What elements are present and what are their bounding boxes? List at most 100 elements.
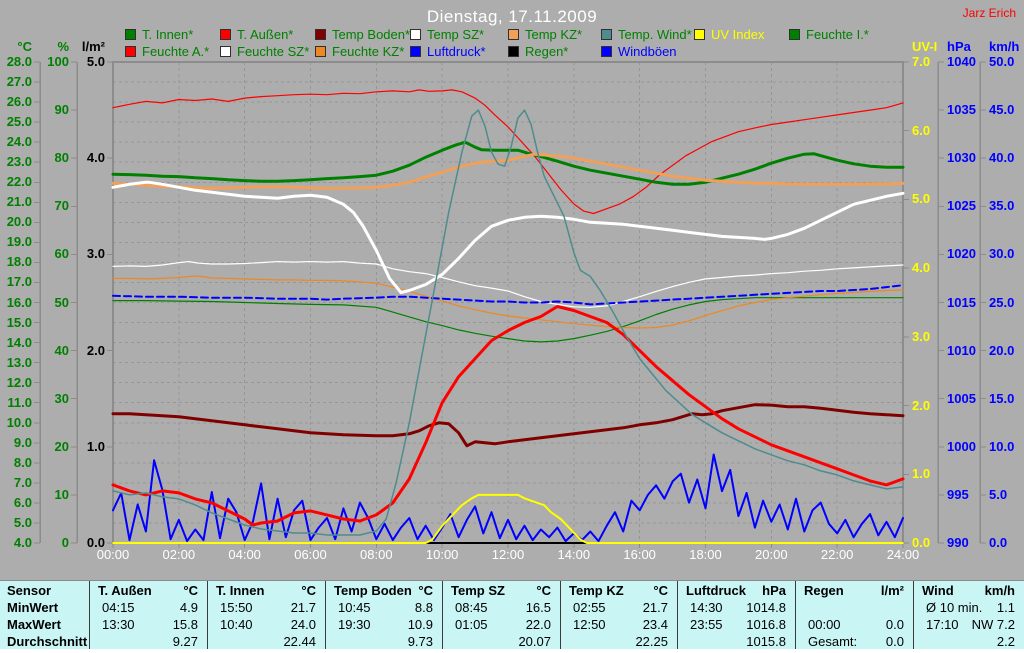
table-header-row: Temp SZ °C <box>443 582 560 599</box>
x-axis-label: 16:00 <box>623 547 656 562</box>
axis-tick-label: 1.0 <box>86 438 105 454</box>
table-cell-value: 15.8 <box>172 617 198 632</box>
stats-table: Sensor MinWert MaxWert Durchschnitt T. Außen… <box>0 580 1024 649</box>
axis-tick-label: 24.0 <box>6 134 32 150</box>
legend-color-swatch <box>601 46 612 57</box>
table-column: T. Außen °C 04:15 4.9 13:30 15.8 9.27 <box>89 581 207 649</box>
table-row: 1015.8 <box>678 633 795 650</box>
series-temp-boden <box>111 403 905 448</box>
axis-tick-label: 17.0 <box>6 274 32 290</box>
table-cell-time: 14:30 <box>690 600 723 615</box>
axis-tick-label: 0.0 <box>989 535 1008 550</box>
table-row: 22.44 <box>208 633 325 650</box>
table-row-label: MaxWert <box>7 617 61 632</box>
table-row: 9.27 <box>90 633 207 650</box>
axis-tick-label: 10.0 <box>989 438 1015 454</box>
legend-item-feuchte-kz[interactable]: Feuchte KZ* <box>315 44 404 59</box>
table-column: Sensor MinWert MaxWert Durchschnitt <box>0 581 89 649</box>
x-axis-label: 08:00 <box>360 547 393 562</box>
table-row-label: MinWert <box>7 600 59 615</box>
table-row: 22.25 <box>561 633 677 650</box>
table-cell-time: 17:10 <box>926 617 959 632</box>
axis-tick-label: 1010 <box>947 342 976 358</box>
axis-tick-label: 4.0 <box>13 535 32 550</box>
table-header-name: Temp SZ <box>451 583 505 598</box>
legend-label: Temp KZ* <box>525 27 583 42</box>
table-cell-time: Gesamt: <box>808 634 858 649</box>
legend-color-swatch <box>125 29 136 40</box>
axis-tick-label: 50.0 <box>989 54 1015 69</box>
table-header-row: T. Innen °C <box>208 582 325 599</box>
legend-color-swatch <box>508 46 519 57</box>
table-header-row: Regen l/m² <box>796 582 913 599</box>
axis-tick-label: 1005 <box>947 390 976 406</box>
table-cell-time: Ø 10 min. <box>926 600 983 615</box>
axis-tick-label: 26.0 <box>6 94 32 110</box>
legend-item-regen[interactable]: Regen* <box>508 44 568 59</box>
legend-item-temp-boden[interactable]: Temp Boden* <box>315 27 410 42</box>
legend-item-t-innen[interactable]: T. Innen* <box>125 27 193 42</box>
table-row: 19:30 10.9 <box>326 616 442 633</box>
table-cell-value: 1015.8 <box>746 634 786 649</box>
axis-tick-label: 0.0 <box>912 535 931 550</box>
table-row: 10:40 24.0 <box>208 616 325 633</box>
legend-item-temp-kz[interactable]: Temp KZ* <box>508 27 582 42</box>
table-row: 13:30 15.8 <box>90 616 207 633</box>
legend-label: Feuchte SZ* <box>237 44 310 59</box>
axis-tick-label: 1040 <box>947 54 976 69</box>
axis-tick-label: 10 <box>54 486 69 502</box>
table-cell-time: 08:45 <box>455 600 488 615</box>
x-axis-label: 22:00 <box>820 547 854 562</box>
table-cell-time: 01:05 <box>455 617 488 632</box>
legend-item-uv-index[interactable]: UV Index <box>694 27 764 42</box>
axis-unit-label: l/m² <box>81 39 105 54</box>
axis-tick-label: 1025 <box>947 198 976 214</box>
table-cell-value: 1016.8 <box>746 617 786 632</box>
legend-item-windb-en[interactable]: Windböen <box>601 44 677 59</box>
table-cell-value: 16.5 <box>525 600 551 615</box>
table-cell-time: 04:15 <box>102 600 135 615</box>
legend-item-feuchte-i[interactable]: Feuchte I.* <box>789 27 869 42</box>
legend-label: Feuchte I.* <box>806 27 869 42</box>
legend-item-temp-sz[interactable]: Temp SZ* <box>410 27 484 42</box>
axis-tick-label: 15.0 <box>6 314 32 330</box>
table-header-unit: °C <box>536 583 551 598</box>
table-row: 12:50 23.4 <box>561 616 677 633</box>
table-cell-time: 15:50 <box>220 600 253 615</box>
legend-item-feuchte-sz[interactable]: Feuchte SZ* <box>220 44 309 59</box>
table-header-unit: °C <box>653 583 668 598</box>
axis-tick-label: 5.0 <box>13 514 32 530</box>
table-header-row: T. Außen °C <box>90 582 207 599</box>
legend-item-t-au-en[interactable]: T. Außen* <box>220 27 293 42</box>
axis-tick-label: 5.0 <box>86 54 105 69</box>
axis-tick-label: 16.0 <box>6 294 32 310</box>
table-cell-value: NW 7.2 <box>971 617 1015 632</box>
author-label: Jarz Erich <box>962 6 1016 20</box>
table-cell-value: 8.8 <box>414 600 433 615</box>
axis-unit-label: °C <box>17 39 32 54</box>
legend-label: Temp. Wind* <box>618 27 692 42</box>
legend-item-luftdruck[interactable]: Luftdruck* <box>410 44 486 59</box>
axis-unit-label: km/h <box>989 39 1020 54</box>
legend-item-feuchte-a[interactable]: Feuchte A.* <box>125 44 209 59</box>
page-title: Dienstag, 17.11.2009 <box>426 7 598 26</box>
table-row: 23:55 1016.8 <box>678 616 795 633</box>
table-header-unit: °C <box>183 583 198 598</box>
table-column: Wind km/h Ø 10 min. 1.1 17:10 NW 7.2 2.2 <box>913 581 1024 649</box>
axis-tick-label: 20.0 <box>6 214 32 230</box>
legend-label: T. Außen* <box>237 27 294 42</box>
axis-tick-label: 6.0 <box>13 494 32 510</box>
axis-tick-label: 30 <box>54 390 69 406</box>
legend-color-swatch <box>125 46 136 57</box>
table-header-unit: km/h <box>984 583 1015 598</box>
legend-label: Luftdruck* <box>427 44 486 59</box>
series-luftdruck <box>112 284 904 306</box>
table-cell-value: 2.2 <box>996 634 1015 649</box>
x-axis-label: 18:00 <box>689 547 722 562</box>
table-cell-value: 21.7 <box>642 600 668 615</box>
x-axis-label: 20:00 <box>755 547 788 562</box>
legend-item-temp-wind[interactable]: Temp. Wind* <box>601 27 692 42</box>
axis-tick-label: 23.0 <box>6 154 32 170</box>
axis-tick-label: 40.0 <box>989 150 1015 166</box>
legend-color-swatch <box>789 29 800 40</box>
